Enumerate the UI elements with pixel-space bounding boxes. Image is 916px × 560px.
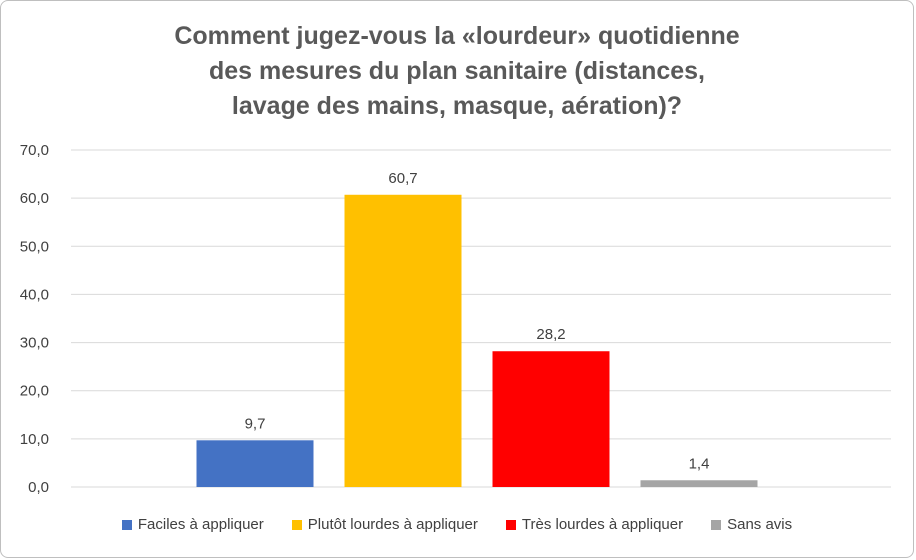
y-tick-label: 60,0 xyxy=(20,190,49,207)
legend-label-plutot-lourdes: Plutôt lourdes à appliquer xyxy=(307,516,478,533)
chart-title: Comment jugez-vous la «lourdeur» quotidi… xyxy=(1,19,913,124)
y-tick-label: 70,0 xyxy=(20,142,49,159)
chart-title-line-3: lavage des mains, masque, aération)? xyxy=(231,92,683,120)
legend-swatch-plutot-lourdes xyxy=(291,519,302,530)
legend-item-faciles: Faciles à appliquer xyxy=(121,516,264,533)
data-label: 1,4 xyxy=(689,455,710,472)
data-label: 60,7 xyxy=(388,170,417,187)
legend-item-tres-lourdes: Très lourdes à appliquer xyxy=(505,516,684,533)
y-tick-label: 40,0 xyxy=(20,286,49,303)
y-tick-label: 20,0 xyxy=(20,383,49,400)
y-tick-label: 0,0 xyxy=(28,479,49,496)
legend-item-plutot-lourdes: Plutôt lourdes à appliquer xyxy=(291,516,478,533)
legend-label-faciles: Faciles à appliquer xyxy=(137,516,264,533)
legend-label-sans-avis: Sans avis xyxy=(727,516,793,533)
bar xyxy=(640,480,758,487)
chart-legend: Faciles à appliquer Plutôt lourdes à app… xyxy=(1,516,913,533)
data-label: 9,7 xyxy=(245,415,266,432)
legend-swatch-tres-lourdes xyxy=(505,519,516,530)
y-tick-label: 10,0 xyxy=(20,431,49,448)
bar xyxy=(344,194,462,487)
data-label: 28,2 xyxy=(536,326,565,343)
y-tick-label: 50,0 xyxy=(20,238,49,255)
legend-swatch-faciles xyxy=(121,519,132,530)
legend-item-sans-avis: Sans avis xyxy=(711,516,792,533)
bar xyxy=(196,440,314,487)
legend-swatch-sans-avis xyxy=(711,519,722,530)
chart-title-line-1: Comment jugez-vous la «lourdeur» quotidi… xyxy=(174,22,740,50)
legend-label-tres-lourdes: Très lourdes à appliquer xyxy=(521,516,684,533)
bar xyxy=(492,351,610,487)
y-tick-label: 30,0 xyxy=(20,335,49,352)
chart-title-line-2: des mesures du plan sanitaire (distances… xyxy=(208,57,706,85)
